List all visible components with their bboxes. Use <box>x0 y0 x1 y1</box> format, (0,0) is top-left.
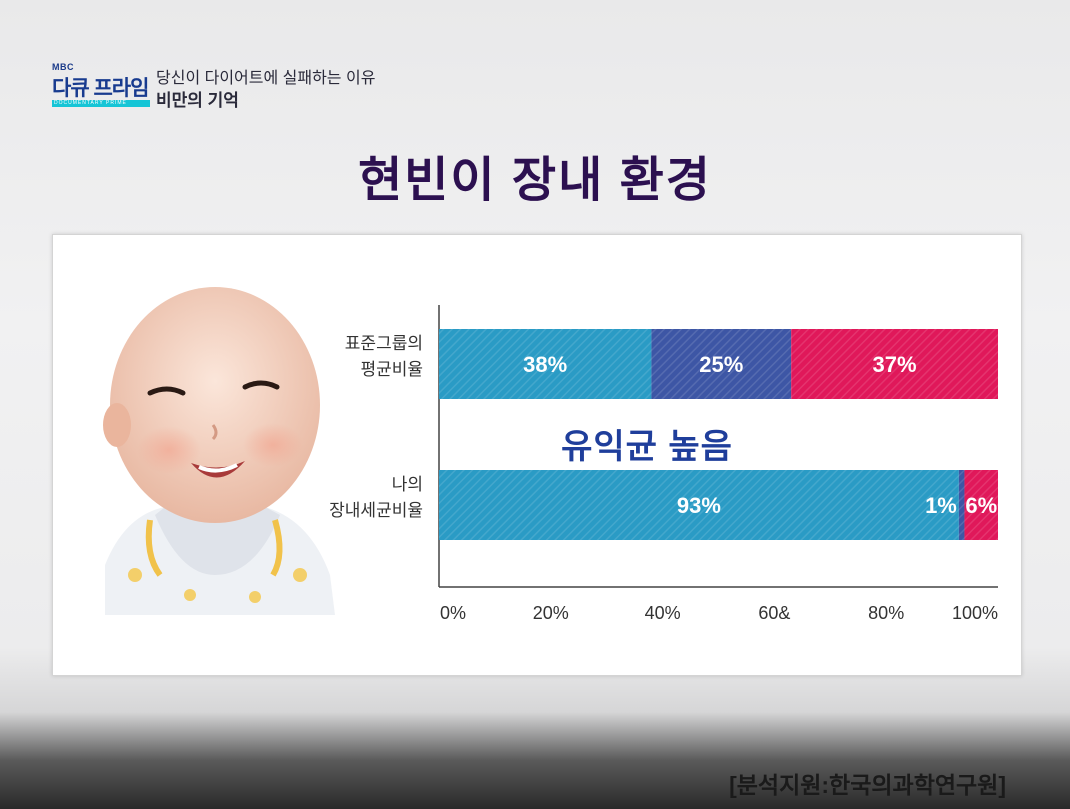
bar-label-0-0: 38% <box>523 352 567 377</box>
row-label-standard-line1: 표준그룹의 <box>344 334 423 353</box>
episode-subtitle: 당신이 다이어트에 실패하는 이유 <box>156 70 376 87</box>
row-label-standard-line2: 평균비율 <box>360 360 423 379</box>
bar-hatch-0-2 <box>791 329 998 399</box>
chart-title: 현빈이 장내 환경 <box>358 154 712 207</box>
row-label-mine: 나의 장내세균비율 <box>303 472 423 524</box>
x-tick-label: 60& <box>758 603 790 623</box>
episode-title: 비만의 기억 <box>156 91 239 110</box>
bar-label-1-1: 1% <box>925 493 957 518</box>
source-credit: [분석지원:한국의과학연구원] <box>729 772 1006 798</box>
stacked-bar-chart: 38% 25% 37% 93% 1% 6% 0% 20% 40% 60& 80% 100% <box>438 305 998 623</box>
chart-panel: 38% 25% 37% 93% 1% 6% 0% 20% 40% 60& 80% 100% 표준그룹의… <box>52 234 1022 676</box>
logo-stripe <box>52 100 150 107</box>
bar-hatch-0-0 <box>439 329 652 399</box>
x-tick-label: 40% <box>645 603 681 623</box>
mbc-docu-prime-logo: MBC 다큐 프라임 DOCUMENTARY PRIME <box>52 62 150 112</box>
bar-hatch-1-0 <box>439 470 959 540</box>
broadcaster-label: MBC <box>52 62 74 72</box>
row-label-standard: 표준그룹의 평균비율 <box>303 331 423 383</box>
x-tick-label: 80% <box>868 603 904 623</box>
bar-hatch-1-2 <box>964 470 998 540</box>
x-tick-label: 100% <box>952 603 998 623</box>
program-brand-sub: DOCUMENTARY PRIME <box>54 100 127 106</box>
bar-label-1-0: 93% <box>677 493 721 518</box>
baby-photo <box>103 287 335 615</box>
x-tick-label: 20% <box>533 603 569 623</box>
row-label-mine-line2: 장내세균비율 <box>329 501 423 520</box>
bar-hatch-1-1 <box>958 470 965 540</box>
bar-hatch-0-1 <box>651 329 792 399</box>
program-brand: 다큐 프라임 <box>52 77 149 100</box>
highlight-annotation: 유익균 높음 <box>561 428 733 466</box>
x-tick-label: 0% <box>440 603 466 623</box>
bar-label-0-2: 37% <box>873 352 917 377</box>
bar-label-0-1: 25% <box>699 352 743 377</box>
bar-label-1-2: 6% <box>965 493 997 518</box>
row-label-mine-line1: 나의 <box>391 475 423 494</box>
